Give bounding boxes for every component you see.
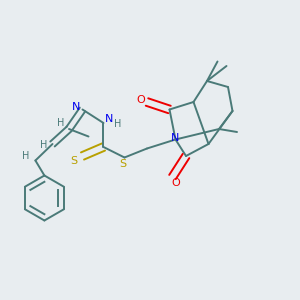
Text: H: H <box>40 140 47 151</box>
Text: H: H <box>114 118 122 129</box>
Text: S: S <box>119 159 127 169</box>
Text: O: O <box>171 178 180 188</box>
Text: H: H <box>57 118 64 128</box>
Text: H: H <box>22 151 29 161</box>
Text: O: O <box>136 94 146 105</box>
Text: N: N <box>171 133 180 143</box>
Text: S: S <box>70 155 78 166</box>
Text: N: N <box>105 114 113 124</box>
Text: N: N <box>72 101 80 112</box>
